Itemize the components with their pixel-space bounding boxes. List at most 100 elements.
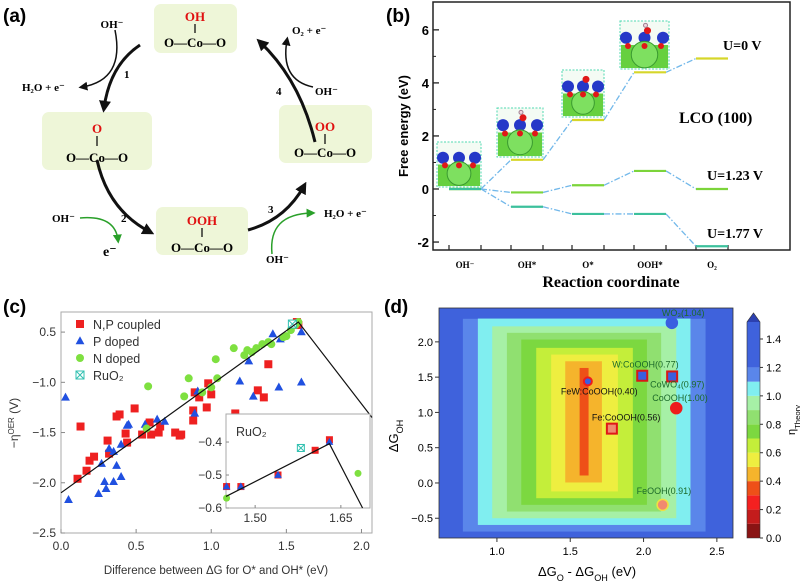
- o-atom: [517, 130, 523, 137]
- inset-x-tick-label: 1.65: [329, 511, 353, 525]
- y-tick-label: −2.0: [32, 476, 56, 490]
- data-point-square: [259, 393, 268, 402]
- y-axis-label: −ηOER (V): [7, 398, 22, 448]
- panel-label-b: (b): [386, 6, 410, 27]
- data-point-triangle: [101, 484, 111, 492]
- data-point-circle: [76, 354, 84, 362]
- data-point-triangle: [116, 439, 126, 448]
- data-point-triangle: [235, 376, 245, 385]
- y-axis-label: ΔGOH: [386, 420, 405, 452]
- o-atom: [456, 162, 462, 169]
- step-1-arrow: [99, 43, 141, 113]
- data-point-square: [73, 474, 82, 483]
- step-3-arrow: [247, 181, 307, 232]
- data-point-triangle: [112, 460, 121, 469]
- colorbar-level: [747, 452, 760, 467]
- data-point-circle: [142, 424, 151, 433]
- step-3-species-arrow: [270, 208, 316, 255]
- colorbar-level: [747, 321, 760, 368]
- label-part: (V): [7, 398, 21, 417]
- data-point-triangle: [160, 416, 170, 425]
- o-atom: [658, 42, 664, 49]
- y-tick-label: −0.5: [411, 513, 433, 525]
- heatmap-contour: [579, 367, 589, 476]
- data-point-square: [85, 456, 94, 465]
- o-atom: [532, 130, 538, 137]
- data-point-triangle: [244, 356, 254, 365]
- data-point-square: [76, 422, 85, 431]
- o-atom: [567, 91, 573, 98]
- data-point-triangle: [296, 377, 306, 386]
- x-tick-label: 0.0: [53, 539, 70, 553]
- data-point-triangle: [100, 476, 109, 485]
- data-point-circle: [207, 383, 216, 392]
- data-point-triangle: [190, 408, 200, 417]
- y-tick-label: 0.5: [39, 325, 56, 339]
- step-4-arrow: [256, 38, 317, 143]
- energy-connector: [665, 213, 697, 247]
- material-label: CoWO₄(0.97): [650, 379, 704, 389]
- data-point-triangle: [94, 489, 103, 498]
- data-point-triangle: [116, 471, 126, 480]
- x-tick-label: O₂: [707, 260, 717, 270]
- y-tick-label: 1.0: [418, 407, 433, 419]
- step-4-number: 4: [276, 86, 282, 98]
- y-tick-label: -2: [417, 235, 429, 250]
- colorbar-level: [747, 466, 760, 482]
- inset-label: RuO₂: [236, 425, 267, 439]
- x-tick-label: 1.0: [203, 539, 220, 553]
- data-point-square: [202, 403, 211, 412]
- x-tick-label: 1.0: [489, 546, 504, 558]
- material-point: [666, 370, 679, 383]
- o-atom: [641, 42, 648, 49]
- data-point-triangle: [75, 336, 85, 345]
- legend-entry: N doped: [93, 352, 140, 366]
- state-ooh-base: O—Co—O: [171, 240, 233, 255]
- superscript: OER: [7, 417, 16, 435]
- x-tick-label: 0.5: [128, 539, 145, 553]
- colorbar-level: [747, 495, 760, 510]
- colorbar-level: [747, 367, 760, 382]
- state-o: O O—Co—O: [42, 112, 152, 170]
- material-label: Fe:CoOOH(0.56): [592, 413, 661, 423]
- state-oh: OH O—Co—O: [154, 4, 237, 53]
- inset-y-tick-label: −0.6: [198, 501, 222, 515]
- o-atom: [625, 42, 631, 49]
- colorbar-tick-label: 0.6: [766, 448, 781, 460]
- colorbar-level: [747, 424, 760, 439]
- inset-y-tick-label: −0.4: [198, 435, 222, 449]
- step-3-number: 3: [268, 204, 274, 216]
- o-atom: [442, 162, 448, 169]
- data-point-circle: [229, 344, 238, 353]
- data-point-square: [264, 360, 273, 369]
- o-atom: [502, 130, 508, 137]
- x-tick-label: 1.5: [278, 539, 295, 553]
- data-point-circle: [184, 374, 193, 383]
- co-atom: [577, 80, 589, 93]
- energy-connector: [542, 119, 573, 161]
- colorbar-level: [747, 523, 760, 538]
- state-ooh: OOH O—Co—O: [156, 207, 248, 255]
- label-part: (eV): [608, 564, 636, 579]
- data-point-square: [189, 406, 198, 415]
- y-tick-label: 1.5: [418, 372, 433, 384]
- subscript: O: [557, 573, 564, 581]
- data-point-ruo2-cross: [297, 444, 305, 452]
- step-4-product: O₂ + e⁻: [292, 25, 327, 37]
- structure-inset: [436, 141, 482, 188]
- colorbar-level: [747, 481, 760, 496]
- data-point-square: [231, 409, 240, 418]
- colorbar-level: [747, 381, 760, 396]
- co-atom: [437, 151, 449, 164]
- co-atom: [657, 31, 669, 44]
- data-point-triangle: [268, 329, 278, 338]
- data-point-square: [311, 446, 319, 454]
- legend-entry: P doped: [93, 335, 139, 349]
- la-atom: [507, 129, 533, 156]
- data-point-triangle: [274, 382, 284, 391]
- subscript: Theory: [793, 405, 800, 429]
- x-axis-label: ΔGO - ΔGOH (eV): [538, 564, 636, 581]
- colorbar-label: ηTheory: [786, 405, 800, 435]
- data-point-triangle: [109, 476, 118, 485]
